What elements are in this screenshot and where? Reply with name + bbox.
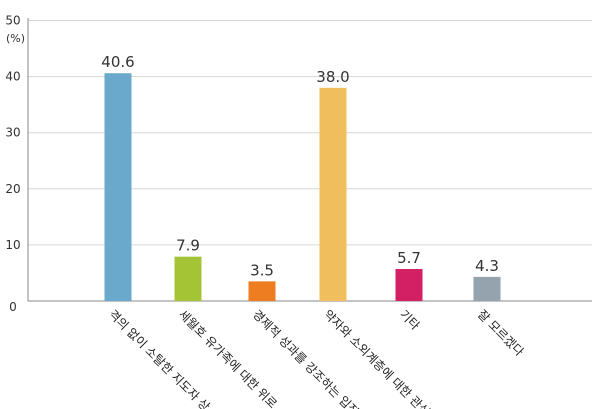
y-axis-unit-label: (%) xyxy=(6,32,25,45)
y-tick-label: 10 xyxy=(5,238,20,252)
data-label: 38.0 xyxy=(316,68,349,86)
bar xyxy=(319,87,347,301)
category-label: 잘 모르겠다 xyxy=(475,307,527,359)
bars xyxy=(104,73,501,301)
bar xyxy=(395,269,423,301)
y-tick-label: 0 xyxy=(9,300,17,314)
y-tick-label: 40 xyxy=(5,70,20,84)
bar xyxy=(248,281,276,301)
bar xyxy=(174,256,202,301)
data-label: 3.5 xyxy=(250,261,274,279)
data-label: 5.7 xyxy=(397,249,421,267)
data-label: 40.6 xyxy=(101,53,134,71)
data-label: 7.9 xyxy=(176,237,200,255)
bar xyxy=(473,276,501,301)
data-labels: 40.6 7.9 3.5 38.0 5.7 4.3 xyxy=(101,53,499,279)
bar xyxy=(104,73,132,301)
y-tick-label: 30 xyxy=(5,126,20,140)
data-label: 4.3 xyxy=(475,257,499,275)
y-tick-label: 50 xyxy=(5,14,20,28)
y-tick-label: 20 xyxy=(5,182,20,196)
y-tick-labels: 0 10 20 30 40 50 xyxy=(5,14,20,315)
category-label: 기타 xyxy=(397,307,423,333)
